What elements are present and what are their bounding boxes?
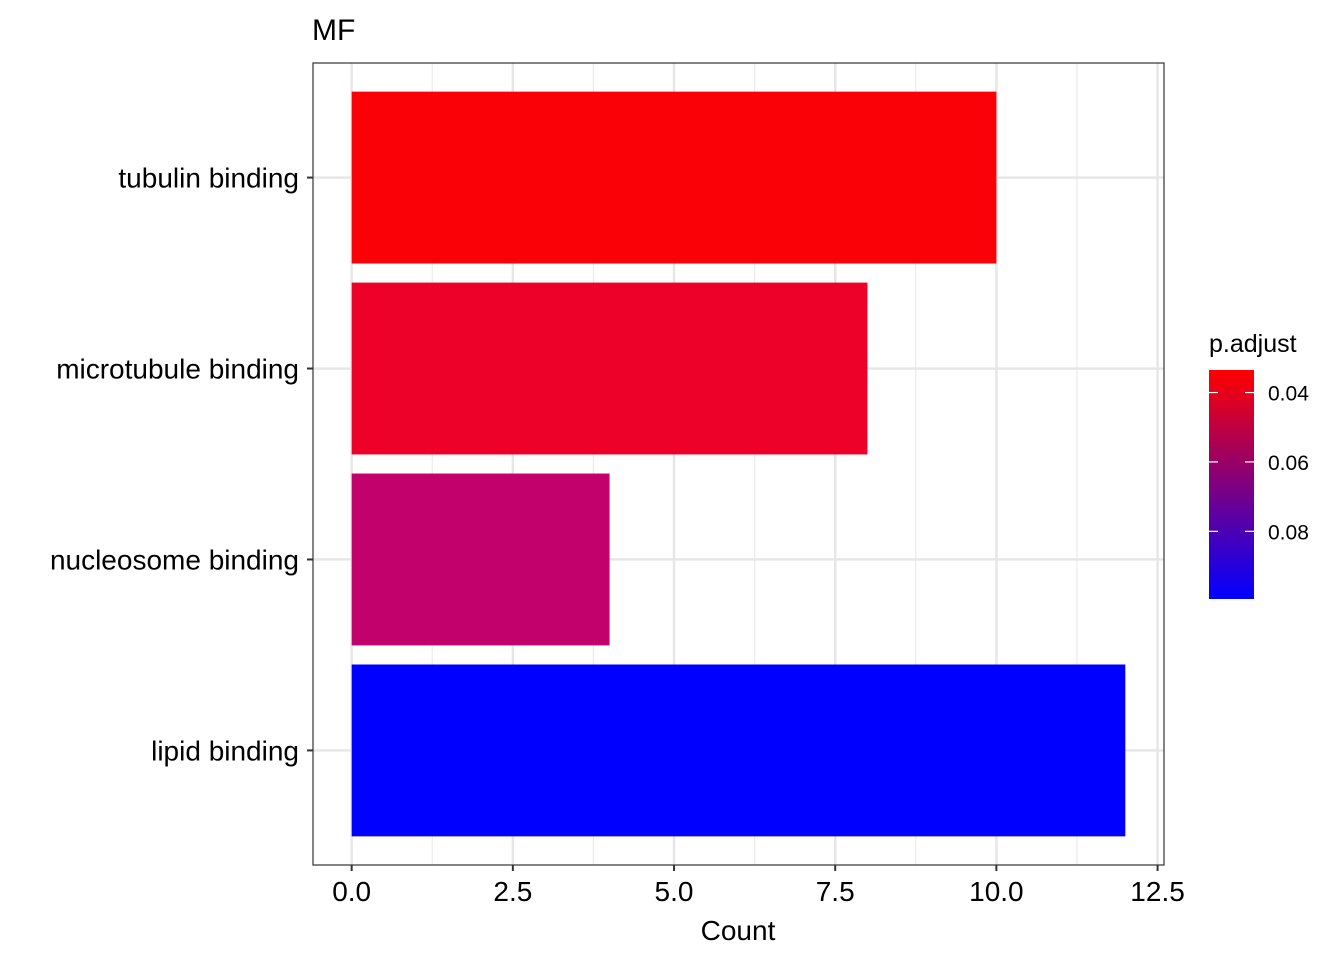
y-axis: tubulin binding microtubule binding nucleo… <box>50 163 313 766</box>
legend: p.adjust 0.04 0.06 0.08 <box>1209 330 1309 599</box>
x-tick-label: 10.0 <box>969 876 1024 907</box>
plot-border <box>312 62 1165 866</box>
x-tick-label: 7.5 <box>816 876 855 907</box>
bar <box>351 282 868 455</box>
x-axis-title: Count <box>701 915 776 946</box>
y-tick-label: lipid binding <box>151 735 299 766</box>
legend-ticks: 0.04 0.06 0.08 <box>1209 383 1309 544</box>
chart-title: MF <box>312 14 355 47</box>
x-tick-label: 12.5 <box>1130 876 1185 907</box>
x-axis: 0.0 2.5 5.0 7.5 10.0 12.5 <box>332 865 1185 907</box>
x-tick-label: 5.0 <box>655 876 694 907</box>
y-tick-label: nucleosome binding <box>50 544 299 575</box>
y-tick-label: microtubule binding <box>56 354 299 385</box>
legend-tick-label: 0.08 <box>1268 521 1309 544</box>
bar <box>351 664 1126 837</box>
legend-title: p.adjust <box>1209 330 1297 358</box>
legend-tick-label: 0.04 <box>1268 383 1309 406</box>
legend-colorbar <box>1209 370 1254 599</box>
bars <box>351 91 1126 837</box>
x-tick-label: 0.0 <box>332 876 371 907</box>
x-tick-label: 2.5 <box>493 876 532 907</box>
legend-tick-label: 0.06 <box>1268 452 1309 475</box>
y-tick-label: tubulin binding <box>118 163 299 194</box>
bar <box>351 473 610 646</box>
bar <box>351 91 997 264</box>
